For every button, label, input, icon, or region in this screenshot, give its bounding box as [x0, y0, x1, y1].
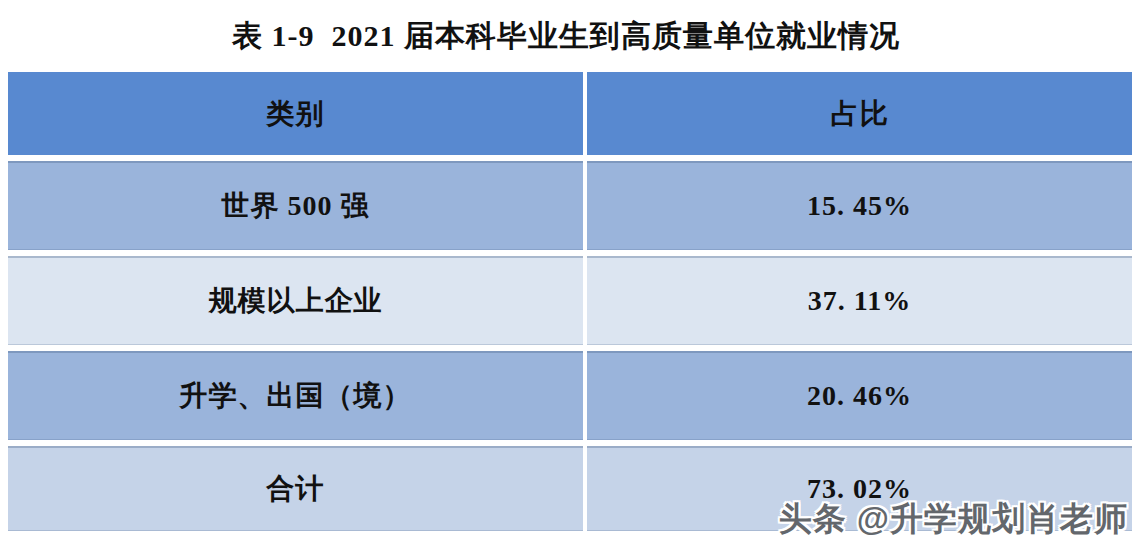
- cell-share: 20. 46%: [587, 351, 1132, 440]
- table-header-row: 类别 占比: [8, 72, 1132, 155]
- cell-category: 世界 500 强: [8, 161, 583, 250]
- cell-share: 15. 45%: [587, 161, 1132, 250]
- header-cell-share: 占比: [587, 72, 1132, 155]
- table-row: 规模以上企业 37. 11%: [8, 256, 1132, 345]
- table-row: 升学、出国（境） 20. 46%: [8, 351, 1132, 440]
- employment-table: 类别 占比 世界 500 强 15. 45% 规模以上企业 37. 11% 升学…: [8, 72, 1132, 531]
- toutiao-watermark: 头条 @升学规划肖老师: [779, 502, 1128, 535]
- cell-category: 规模以上企业: [8, 256, 583, 345]
- table-title: 表 1-9 2021 届本科毕业生到高质量单位就业情况: [0, 16, 1132, 57]
- cell-category: 合计: [8, 446, 583, 531]
- cell-share: 37. 11%: [587, 256, 1132, 345]
- table-row: 世界 500 强 15. 45%: [8, 161, 1132, 250]
- cell-category: 升学、出国（境）: [8, 351, 583, 440]
- header-cell-category: 类别: [8, 72, 583, 155]
